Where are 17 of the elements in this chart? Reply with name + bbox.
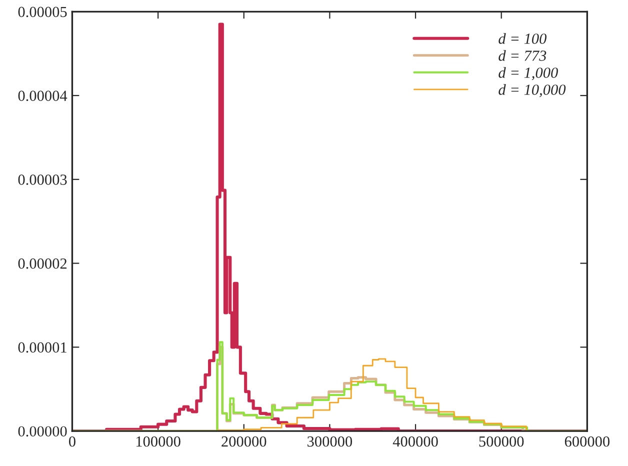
x-tick-label: 600000 <box>564 436 610 447</box>
legend-label: d = 773 <box>498 50 546 61</box>
x-tick-label: 0 <box>68 436 76 447</box>
y-tick-label: 0.00000 <box>18 426 67 437</box>
x-tick-label: 400000 <box>392 436 438 447</box>
x-tick-label: 300000 <box>308 436 352 447</box>
x-tick-label: 100000 <box>136 436 180 447</box>
y-tick-label: 0.00002 <box>18 258 67 269</box>
y-tick-label: 0.00003 <box>18 174 67 185</box>
y-tick-label: 0.00005 <box>18 6 67 18</box>
y-tick-label: 0.00004 <box>18 90 68 102</box>
x-tick-label: 200000 <box>222 436 266 447</box>
y-tick-label: 0.00001 <box>18 342 66 353</box>
legend-label: d = 100 <box>498 33 546 44</box>
legend-label: d = 10,000 <box>498 84 566 98</box>
x-tick-label: 500000 <box>479 436 524 447</box>
legend-label: d = 1,000 <box>498 67 558 80</box>
